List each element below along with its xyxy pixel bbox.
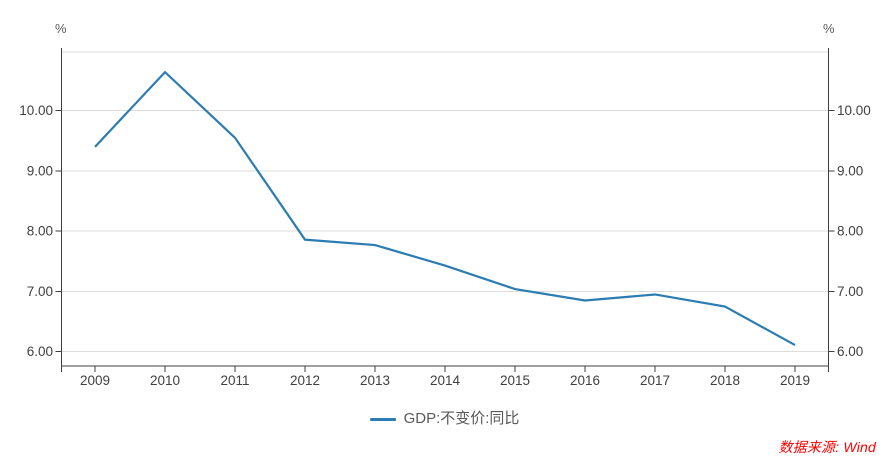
left-y-tick-label: 6.00 bbox=[27, 344, 53, 359]
right-y-tick-label: 6.00 bbox=[837, 344, 863, 359]
legend-series-label: GDP:不变价:同比 bbox=[403, 410, 520, 427]
right-y-tick-label: 9.00 bbox=[837, 163, 863, 178]
x-tick-label: 2013 bbox=[360, 373, 390, 388]
x-tick-label: 2016 bbox=[570, 373, 600, 388]
left-y-tick-label: 7.00 bbox=[27, 284, 53, 299]
right-y-tick-label: 8.00 bbox=[837, 224, 863, 239]
data-source-note: 数据来源: Wind bbox=[778, 439, 876, 455]
right-y-tick-label: 10.00 bbox=[837, 103, 871, 118]
left-axis-unit-label: % bbox=[55, 21, 67, 36]
right-y-tick-label: 7.00 bbox=[837, 284, 863, 299]
x-tick-label: 2015 bbox=[500, 373, 530, 388]
x-tick-label: 2011 bbox=[220, 373, 249, 388]
x-tick-label: 2019 bbox=[780, 373, 810, 388]
right-axis-unit-label: % bbox=[823, 21, 835, 36]
left-y-tick-label: 10.00 bbox=[19, 103, 53, 118]
left-y-tick-label: 8.00 bbox=[27, 224, 53, 239]
x-tick-label: 2010 bbox=[150, 373, 180, 388]
x-tick-label: 2009 bbox=[80, 373, 110, 388]
x-tick-label: 2018 bbox=[710, 373, 740, 388]
legend: GDP:不变价:同比 bbox=[0, 409, 889, 429]
series-line-gdp bbox=[94, 70, 796, 347]
legend-line-swatch bbox=[369, 417, 396, 421]
x-tick-label: 2014 bbox=[430, 373, 461, 388]
x-tick-label: 2017 bbox=[640, 373, 670, 388]
left-y-tick-label: 9.00 bbox=[27, 163, 53, 178]
x-tick-label: 2012 bbox=[290, 373, 320, 388]
